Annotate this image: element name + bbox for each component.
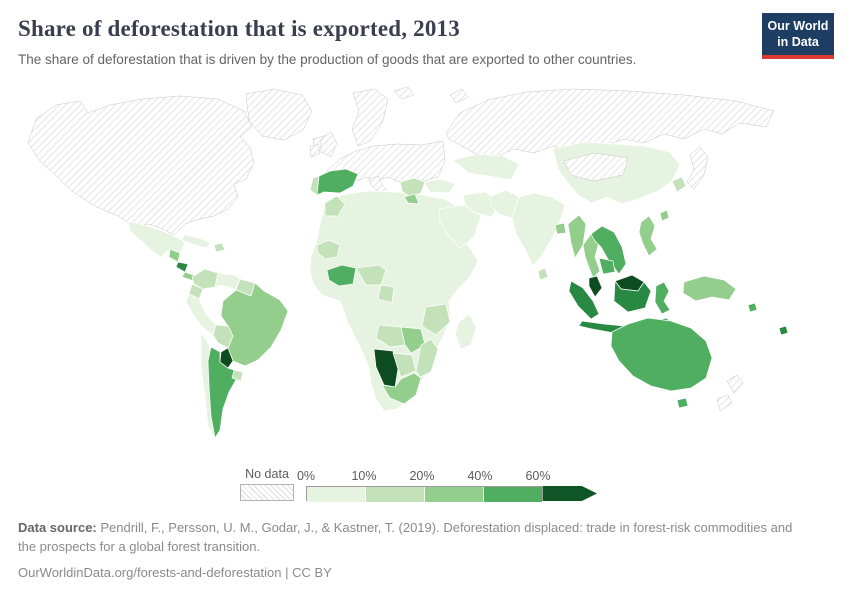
region-balkans[interactable] xyxy=(399,177,426,198)
legend-tick-label: 20% xyxy=(409,469,435,483)
map-legend: No data 0% 10% 20% 40% 60% xyxy=(240,467,850,502)
region-spain[interactable] xyxy=(316,168,359,196)
legend-no-data-label: No data xyxy=(245,467,289,481)
region-sumatra[interactable] xyxy=(568,280,600,320)
page-subtitle: The share of deforestation that is drive… xyxy=(18,52,637,67)
page-title: Share of deforestation that is exported,… xyxy=(18,16,460,41)
legend-scale: 0% 10% 20% 40% 60% xyxy=(297,469,606,502)
chart-footer: Data source: Pendrill, F., Persson, U. M… xyxy=(18,519,832,580)
region-new-guinea[interactable] xyxy=(682,275,737,302)
region-scandinavia[interactable] xyxy=(351,88,389,147)
region-turkey[interactable] xyxy=(423,178,456,194)
region-malaysia-peninsula[interactable] xyxy=(588,275,603,298)
region-madagascar[interactable] xyxy=(454,313,477,350)
region-bangladesh[interactable] xyxy=(554,222,567,235)
region-central-asia[interactable] xyxy=(452,153,520,181)
region-north-central-africa[interactable] xyxy=(309,190,479,412)
legend-bar xyxy=(306,486,606,502)
region-senegal-guinea[interactable] xyxy=(316,239,341,260)
region-arctic-islands[interactable] xyxy=(393,86,469,104)
region-new-zealand[interactable] xyxy=(716,374,744,412)
legend-segment[interactable] xyxy=(425,487,484,502)
owid-logo[interactable]: Our World in Data xyxy=(762,13,834,59)
region-nicaragua[interactable] xyxy=(175,261,189,273)
region-morocco[interactable] xyxy=(324,195,346,217)
region-uruguay[interactable] xyxy=(231,369,244,382)
citation-link[interactable]: OurWorldinData.org/forests-and-deforesta… xyxy=(18,564,332,580)
legend-arrow-segment[interactable] xyxy=(543,486,597,501)
legend-color-bar xyxy=(306,486,543,502)
legend-segment[interactable] xyxy=(307,487,366,502)
region-angola[interactable] xyxy=(375,324,406,348)
region-borneo-indonesia[interactable] xyxy=(613,280,652,313)
region-sri-lanka[interactable] xyxy=(537,267,549,281)
owid-logo-line2: in Data xyxy=(777,35,819,50)
region-peru[interactable] xyxy=(185,293,217,336)
region-philippines[interactable] xyxy=(638,215,658,257)
region-greece[interactable] xyxy=(403,193,420,205)
region-cameroon-congo[interactable] xyxy=(377,284,395,304)
region-kenya-tanzania[interactable] xyxy=(421,303,451,336)
region-cambodia[interactable] xyxy=(598,257,616,275)
region-laos-vietnam[interactable] xyxy=(590,225,627,275)
data-source-note: Data source: Pendrill, F., Persson, U. M… xyxy=(18,519,798,557)
legend-no-data[interactable]: No data xyxy=(240,467,294,501)
region-botswana[interactable] xyxy=(392,352,417,378)
region-japan[interactable] xyxy=(686,146,709,190)
owid-logo-line1: Our World xyxy=(767,19,829,33)
region-ivory-coast-ghana[interactable] xyxy=(326,264,357,287)
chart-header: Share of deforestation that is exported,… xyxy=(0,0,850,69)
data-source-text: Pendrill, F., Persson, U. M., Godar, J.,… xyxy=(18,520,793,554)
region-mongolia[interactable] xyxy=(563,152,629,182)
region-arabian-peninsula[interactable] xyxy=(438,204,482,249)
region-nigeria[interactable] xyxy=(355,264,387,286)
region-australia[interactable] xyxy=(610,317,713,392)
region-ireland[interactable] xyxy=(309,143,321,158)
legend-segment[interactable] xyxy=(484,487,542,502)
region-venezuela[interactable] xyxy=(214,272,241,290)
region-sulawesi[interactable] xyxy=(654,281,671,315)
region-russia[interactable] xyxy=(445,88,775,159)
legend-segment[interactable] xyxy=(366,487,425,502)
region-korea[interactable] xyxy=(671,176,687,193)
data-source-label: Data source: xyxy=(18,520,97,535)
legend-tick-label: 60% xyxy=(525,469,551,483)
region-south-africa[interactable] xyxy=(381,372,422,405)
region-hispaniola[interactable] xyxy=(213,242,226,253)
legend-tick-label: 10% xyxy=(351,469,377,483)
region-united-kingdom[interactable] xyxy=(320,131,338,158)
region-zambia-zimbabwe[interactable] xyxy=(400,326,426,354)
region-fiji[interactable] xyxy=(778,325,789,336)
region-tasmania[interactable] xyxy=(676,397,689,409)
region-solomon-islands[interactable] xyxy=(747,302,758,313)
region-myanmar[interactable] xyxy=(567,214,587,259)
region-india[interactable] xyxy=(511,192,566,267)
region-taiwan[interactable] xyxy=(659,209,670,222)
world-map xyxy=(22,85,850,455)
region-mozambique[interactable] xyxy=(415,338,439,378)
region-brazil[interactable] xyxy=(220,282,289,367)
region-paraguay[interactable] xyxy=(219,347,234,369)
legend-tick-label: 0% xyxy=(296,469,316,483)
region-north-america[interactable] xyxy=(27,95,255,236)
legend-tick-label: 40% xyxy=(467,469,493,483)
legend-no-data-swatch[interactable] xyxy=(240,484,294,501)
region-cuba[interactable] xyxy=(181,234,211,249)
legend-ticks: 0% 10% 20% 40% 60% xyxy=(297,469,606,486)
region-greenland[interactable] xyxy=(245,88,313,141)
